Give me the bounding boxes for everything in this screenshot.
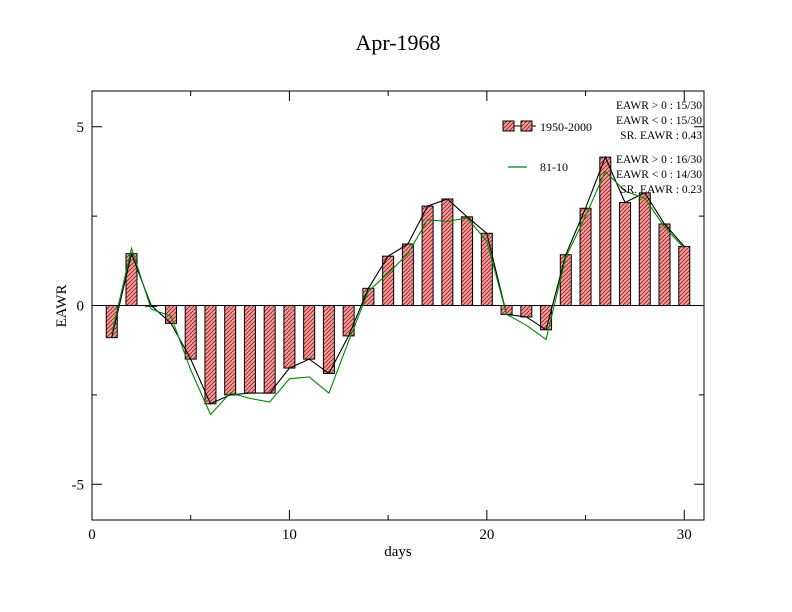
bar: [421, 205, 434, 307]
bar: [678, 246, 691, 306]
stat-line: EAWR > 0 : 15/30: [616, 100, 702, 112]
bar: [224, 305, 237, 396]
stat-line: SR. EAWR : 0.43: [620, 130, 702, 142]
x-tick-label: 10: [282, 527, 297, 543]
y-axis-label: EAWR: [54, 285, 70, 328]
bar: [283, 305, 296, 369]
bar: [540, 305, 553, 331]
x-tick-label: 30: [677, 527, 692, 543]
bar: [480, 232, 493, 306]
bar: [658, 223, 671, 307]
bar: [303, 305, 316, 360]
stat-line: EAWR < 0 : 15/30: [616, 115, 702, 127]
y-tick-label: -5: [72, 477, 85, 493]
bar: [441, 198, 454, 306]
bar: [638, 192, 651, 306]
bar: [204, 305, 217, 405]
bar: [520, 305, 533, 318]
stat-line: EAWR > 0 : 16/30: [616, 154, 702, 166]
x-tick-label: 0: [88, 527, 96, 543]
bar: [243, 305, 256, 394]
bar: [263, 305, 276, 394]
legend-label-1950-2000: 1950-2000: [540, 120, 592, 134]
bar: [619, 202, 632, 306]
y-tick-label: 5: [77, 120, 85, 136]
legend-swatch-bar: [502, 120, 515, 132]
bar: [461, 216, 474, 306]
stats-box: EAWR > 0 : 15/30 EAWR < 0 : 15/30 SR. EAWR…: [616, 100, 702, 196]
legend-swatch-bar: [520, 120, 533, 132]
legend: 1950-2000 81-10: [502, 120, 592, 174]
x-tick-label: 20: [479, 527, 494, 543]
bar: [382, 255, 395, 307]
stat-line: SR. EAWR : 0.23: [620, 184, 702, 196]
line-81-10: [111, 170, 685, 416]
stat-line: EAWR < 0 : 14/30: [616, 169, 702, 181]
plot-area: 0 10 20 30 -5 0 5: [72, 90, 705, 543]
x-axis-label: days: [384, 544, 412, 560]
legend-label-81-10: 81-10: [540, 160, 568, 174]
chart-title: Apr-1968: [355, 30, 440, 55]
y-tick-label: 0: [77, 299, 85, 315]
line-1950-2000: [111, 155, 685, 405]
bar: [559, 254, 572, 306]
bar: [322, 305, 335, 374]
